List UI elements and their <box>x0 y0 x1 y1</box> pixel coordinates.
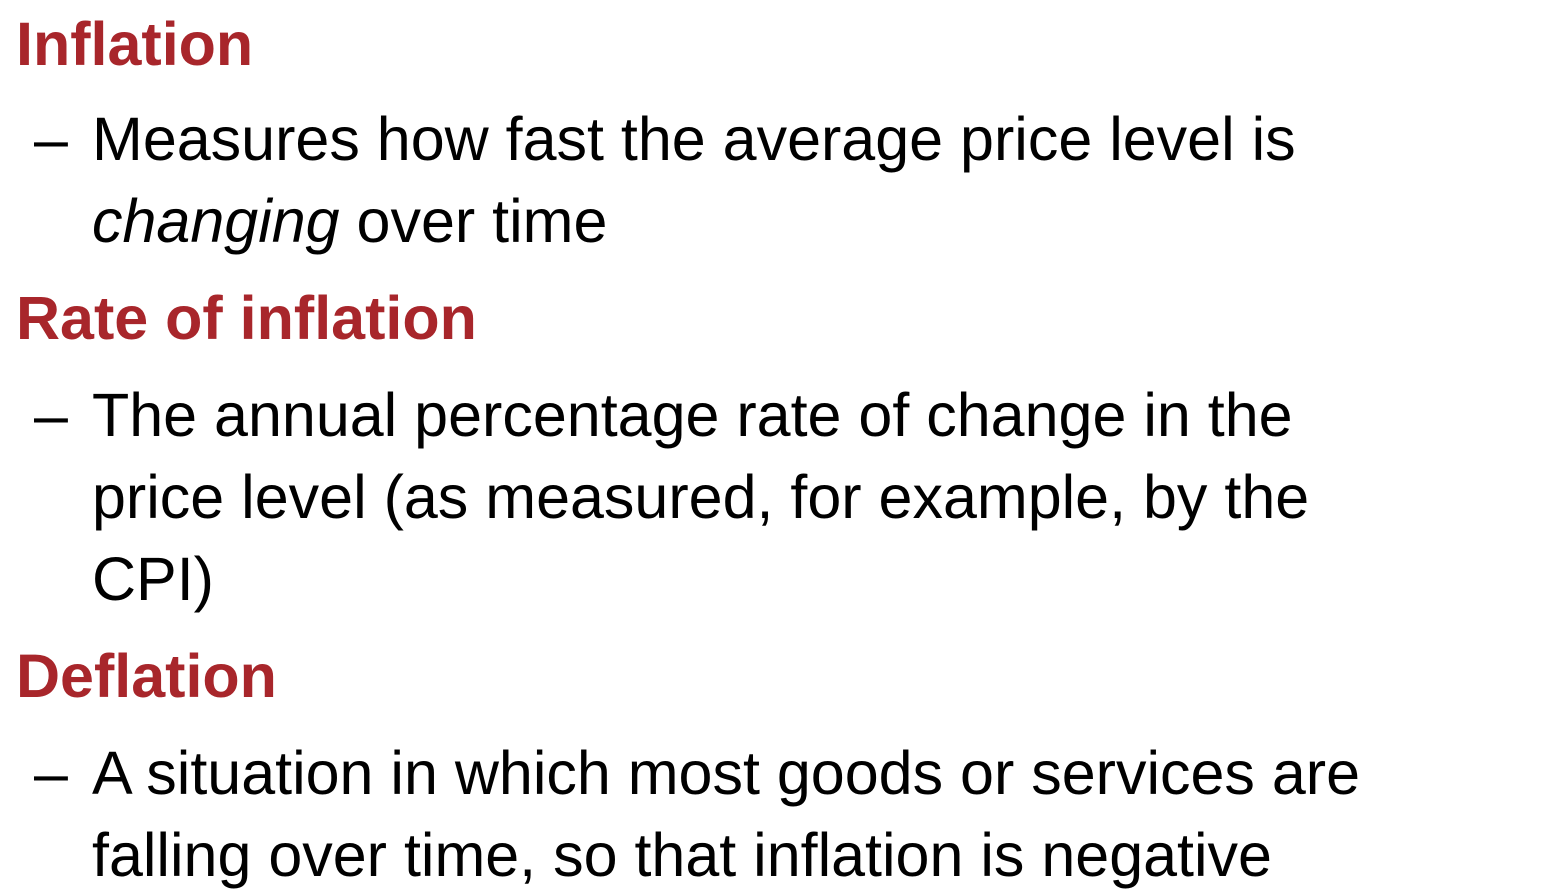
definition-inflation: – Measures how fast the average price le… <box>34 98 1296 262</box>
definition-line: changing over time <box>92 180 1296 262</box>
dash-bullet: – <box>34 381 68 449</box>
definition-line: A situation in which most goods or servi… <box>92 739 1361 807</box>
definition-line: CPI) <box>92 545 214 613</box>
term-rate-of-inflation: Rate of inflation <box>16 284 477 352</box>
definition-line: The annual percentage rate of change in … <box>92 381 1293 449</box>
definition-text: The annual percentage rate of change in … <box>92 374 1309 620</box>
dash-bullet: – <box>34 105 68 173</box>
definition-line-rest: over time <box>339 187 608 255</box>
term-deflation: Deflation <box>16 642 277 710</box>
definition-line: Measures how fast the average price leve… <box>92 105 1296 173</box>
emphasis-text: changing <box>92 187 340 255</box>
definition-text: Measures how fast the average price leve… <box>92 98 1296 262</box>
definition-line: price level (as measured, for example, b… <box>92 463 1310 531</box>
definition-rate-of-inflation: – The annual percentage rate of change i… <box>34 374 1309 620</box>
term-inflation: Inflation <box>16 10 254 78</box>
definition-text: A situation in which most goods or servi… <box>92 732 1360 896</box>
dash-bullet: – <box>34 739 68 807</box>
definition-deflation: – A situation in which most goods or ser… <box>34 732 1360 896</box>
definition-line: falling over time, so that inflation is … <box>92 821 1272 889</box>
